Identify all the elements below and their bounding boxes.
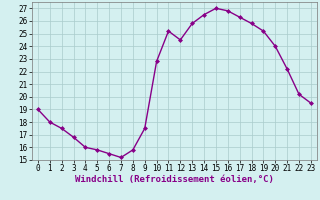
X-axis label: Windchill (Refroidissement éolien,°C): Windchill (Refroidissement éolien,°C) <box>75 175 274 184</box>
